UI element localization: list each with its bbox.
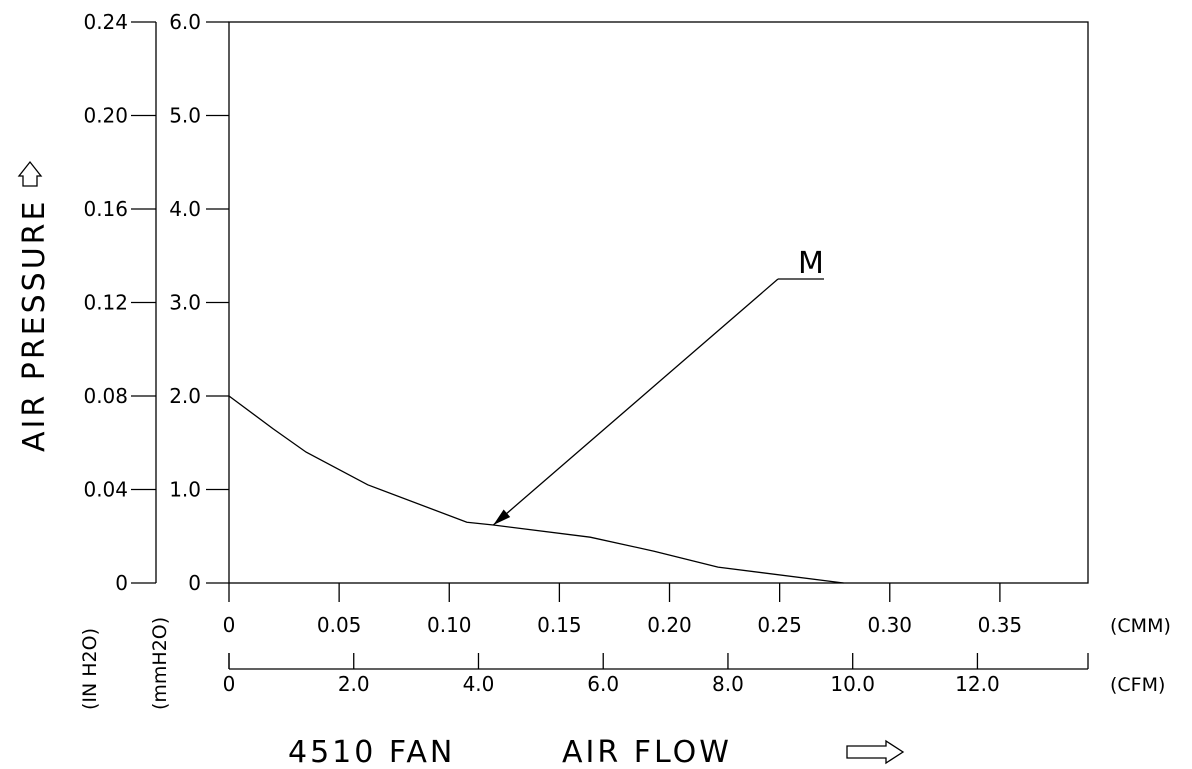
y-tick-label-inh2o: 0.20 [83,104,128,128]
unit-cfm-label: (CFM) [1110,674,1165,696]
y-axis-title: AIR PRESSURE [17,199,52,453]
annotation-leader [492,278,779,526]
y-tick-label-inh2o: 0.24 [83,10,128,34]
x-tick-label-cfm: 10.0 [830,672,875,696]
y-tick-label-mmh2o: 2.0 [169,384,201,408]
y-tick-label-inh2o: 0.08 [83,384,128,408]
unit-cmm-label: (CMM) [1110,615,1171,637]
unit-inh2o-label: (IN H2O) [79,628,101,710]
chart-title: 4510 FAN [288,735,455,769]
x-tick-label-cfm: 2.0 [338,672,370,696]
y-tick-label-inh2o: 0.04 [83,478,128,502]
x-tick-label-cmm: 0.10 [427,613,472,637]
x-axis-title: AIR FLOW [562,735,732,769]
y-tick-label-inh2o: 0 [115,571,128,595]
x-tick-label-cfm: 4.0 [463,672,495,696]
x-tick-label-cfm: 8.0 [712,672,744,696]
x-tick-label-cfm: 0 [223,672,236,696]
right-arrow-icon [846,739,905,765]
x-tick-label-cmm: 0.15 [537,613,582,637]
y-tick-label-mmh2o: 5.0 [169,104,201,128]
x-tick-label-cmm: 0.35 [978,613,1023,637]
x-tick-label-cmm: 0.05 [317,613,362,637]
annotation-arrowhead [493,509,511,526]
x-tick-label-cmm: 0.30 [868,613,913,637]
up-arrow-icon [17,160,43,187]
y-tick-label-inh2o: 0.16 [83,197,128,221]
x-tick-label-cmm: 0 [223,613,236,637]
y-tick-label-mmh2o: 1.0 [169,478,201,502]
x-axis-ticks: 0 0.05 0.10 0.15 0.20 0.25 0.30 0.35 0 2.0 4.0 6.0 8… [223,583,1089,696]
series-curve [228,395,844,584]
y-tick-label-mmh2o: 0 [188,571,201,595]
series-line-m [228,395,844,584]
y-tick-label-mmh2o: 3.0 [169,291,201,315]
x-tick-label-cmm: 0.25 [757,613,802,637]
unit-mmh2o-label: (mmH2O) [149,617,171,710]
x-tick-label-cfm: 6.0 [587,672,619,696]
y-tick-label-mmh2o: 4.0 [169,197,201,221]
y-axis-ticks: 0 0 1.0 0.04 2.0 0.08 3.0 0.12 4.0 0.16 5.0 0.20 6.0… [83,10,229,595]
annotation-label: M [798,246,827,281]
annotation-m: M [492,246,827,526]
x-tick-label-cfm: 12.0 [955,672,1000,696]
y-tick-label-inh2o: 0.12 [83,291,128,315]
y-tick-label-mmh2o: 6.0 [169,10,201,34]
x-tick-label-cmm: 0.20 [647,613,692,637]
